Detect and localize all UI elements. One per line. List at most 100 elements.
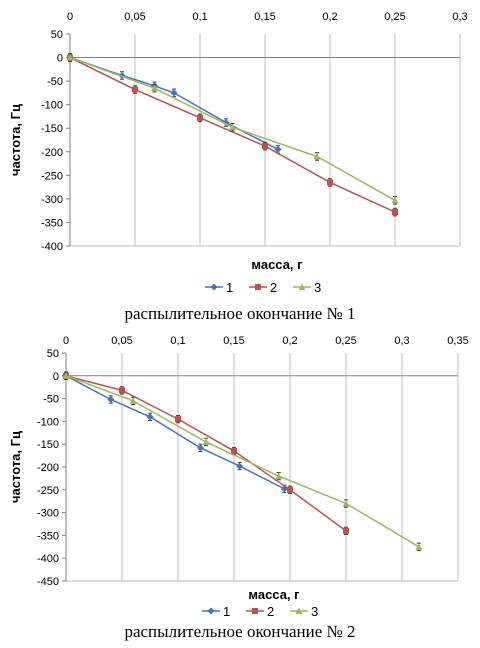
y-tick-label: -350 xyxy=(37,530,59,542)
y-tick-label: -350 xyxy=(41,217,63,229)
series-1-point xyxy=(107,396,115,404)
series-2-point xyxy=(132,86,138,93)
series-3-point xyxy=(229,123,236,131)
y-tick-label: -300 xyxy=(41,194,63,206)
legend-swatch-marker xyxy=(255,284,261,290)
y-axis-title: частота, Гц xyxy=(8,431,23,503)
y-tick-label: -50 xyxy=(47,76,63,88)
series-2-point xyxy=(262,143,268,150)
x-axis-title: масса, г xyxy=(251,257,303,272)
y-tick-label: -100 xyxy=(41,100,63,112)
series-3-point xyxy=(129,397,137,404)
y-axis-title: частота, Гц xyxy=(8,104,23,176)
y-tick-label: -450 xyxy=(37,576,59,588)
series-2-line xyxy=(65,375,347,532)
x-tick-label: 0,2 xyxy=(322,11,337,23)
x-axis-title: масса, г xyxy=(248,587,300,602)
series-3-point xyxy=(66,54,74,61)
series-3-point xyxy=(415,543,423,550)
y-tick-label: 0 xyxy=(57,53,63,65)
series-2-point xyxy=(175,416,181,423)
chart-1-caption: распылительное окончание № 1 xyxy=(124,304,356,323)
y-tick-label: 0 xyxy=(53,371,59,383)
series-3-point xyxy=(202,438,210,445)
legend-swatch-marker xyxy=(207,607,215,615)
legend-swatch-marker xyxy=(298,283,306,290)
series-3-point xyxy=(342,499,350,507)
series-3 xyxy=(62,371,423,551)
legend-item-2: 2 xyxy=(246,604,274,619)
y-tick-label: -250 xyxy=(37,485,59,497)
y-tick-label: -300 xyxy=(37,508,59,520)
x-tick-label: 0,15 xyxy=(223,335,244,347)
x-tick-label: 0,05 xyxy=(124,11,145,23)
legend-label: 2 xyxy=(267,604,274,619)
legend-item-1: 1 xyxy=(202,604,230,619)
series-1-line xyxy=(65,375,285,490)
x-tick-label: 0,25 xyxy=(335,335,356,347)
x-tick-label: 0,35 xyxy=(447,335,468,347)
legend-item-3: 3 xyxy=(290,604,318,619)
x-tick-label: 0,1 xyxy=(170,335,185,347)
series-3-point xyxy=(391,196,399,204)
legend-label: 1 xyxy=(223,604,230,619)
series-3-point xyxy=(62,372,70,379)
y-tick-label: 50 xyxy=(51,29,63,41)
series-1-point xyxy=(236,462,244,470)
series-2-point xyxy=(119,387,125,394)
series-1-point xyxy=(170,89,178,97)
y-tick-label: -200 xyxy=(37,462,59,474)
x-tick-label: 0,3 xyxy=(394,335,409,347)
chart-panel-1: 0 0,05 0,1 0,15 0,2 0,25 0,3 50 0 -50 -100 -150 -200… xyxy=(8,11,468,323)
series-3-point xyxy=(313,152,321,160)
series-2-point xyxy=(231,448,237,455)
series-3 xyxy=(66,53,399,205)
x-tick-label: 0 xyxy=(67,11,73,23)
series-3-point xyxy=(275,472,283,480)
chart-panel-2: 0 0,05 0,1 0,15 0,2 0,25 0,3 0,35 50 0 -50 -100 -150… xyxy=(0,330,480,648)
legend-label: 2 xyxy=(270,280,277,295)
y-tick-label: 50 xyxy=(47,348,59,360)
legend-swatch-marker xyxy=(210,283,218,291)
y-tick-label: -150 xyxy=(41,123,63,135)
y-tick-label: -50 xyxy=(43,394,59,406)
y-tick-label: -400 xyxy=(37,553,59,565)
legend-label: 3 xyxy=(311,604,318,619)
x-tick-label: 0,3 xyxy=(452,11,467,23)
legend-item-2: 2 xyxy=(249,280,277,295)
y-tick-label: -200 xyxy=(41,147,63,159)
series-3-line xyxy=(65,375,420,548)
series-1-point xyxy=(146,413,154,421)
legend-item-1: 1 xyxy=(205,280,233,295)
x-tick-label: 0 xyxy=(63,335,69,347)
y-tick-label: -100 xyxy=(37,416,59,428)
y-tick-label: -150 xyxy=(37,439,59,451)
legend-swatch-marker xyxy=(295,607,303,614)
series-2-line xyxy=(69,56,396,213)
series-1-line xyxy=(69,56,279,151)
legend-label: 3 xyxy=(314,280,321,295)
series-2-point xyxy=(327,179,333,186)
x-tick-label: 0,2 xyxy=(282,335,297,347)
x-tick-label: 0,25 xyxy=(384,11,405,23)
series-2-point xyxy=(287,486,293,493)
y-tick-label: -400 xyxy=(41,241,63,253)
legend-swatch-marker xyxy=(252,608,258,614)
x-tick-label: 0,1 xyxy=(192,11,207,23)
y-tick-label: -250 xyxy=(41,170,63,182)
series-2 xyxy=(67,53,398,217)
chart-2-caption: распылительное окончание № 2 xyxy=(124,622,356,641)
series-1 xyxy=(62,371,288,494)
legend-label: 1 xyxy=(226,280,233,295)
series-3-point xyxy=(151,84,158,92)
series-2-point xyxy=(392,209,398,216)
x-tick-label: 0,05 xyxy=(111,335,132,347)
chart-1: 0 0,05 0,1 0,15 0,2 0,25 0,3 50 0 -50 -100 -150 -200… xyxy=(8,11,468,295)
series-1-point xyxy=(274,145,282,153)
chart-2: 0 0,05 0,1 0,15 0,2 0,25 0,3 0,35 50 0 -50 -100 -150… xyxy=(8,335,469,619)
x-tick-label: 0,15 xyxy=(254,11,275,23)
series-1-point xyxy=(196,444,204,452)
series-2-point xyxy=(343,527,349,534)
series-2-point xyxy=(197,114,203,121)
legend-item-3: 3 xyxy=(293,280,321,295)
